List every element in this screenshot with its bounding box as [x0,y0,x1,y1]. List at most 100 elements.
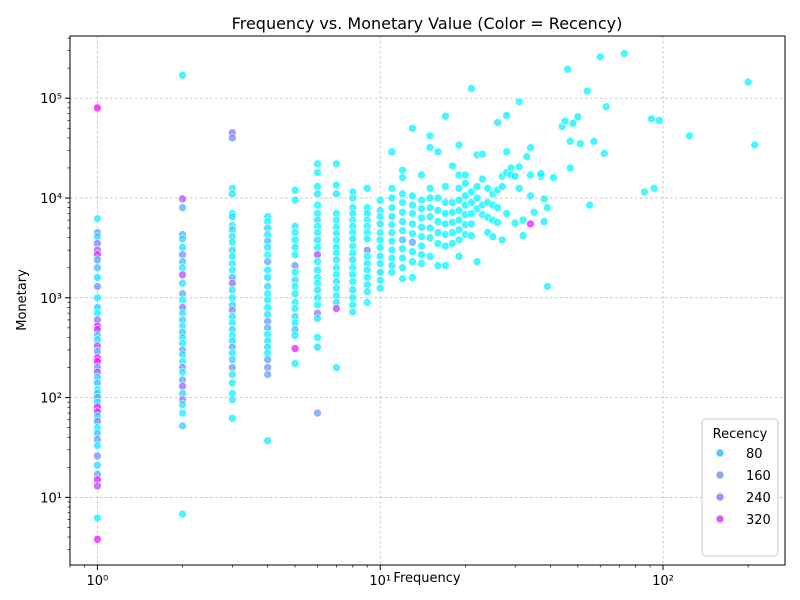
data-point [573,112,583,122]
data-point [178,408,187,418]
data-point [362,298,372,307]
data-point [526,143,535,152]
data-point [454,225,464,235]
data-point [313,285,322,295]
data-point [408,191,417,201]
data-point [387,245,397,255]
data-point [417,170,426,180]
data-point [478,149,487,159]
data-point [375,252,385,261]
data-point [425,233,435,242]
data-point [510,171,520,181]
x-tick-label: 10¹ [369,574,391,589]
data-point [313,168,322,177]
data-point [228,355,237,364]
data-point [417,241,426,251]
data-point [408,257,417,266]
data-point [348,285,358,295]
data-point [178,295,187,305]
data-point [425,223,435,233]
data-point [332,180,341,190]
plot-frame [69,35,786,566]
data-point [93,273,102,282]
data-point [522,152,532,161]
data-point [433,228,443,237]
data-point [290,282,300,291]
data-point [417,204,426,214]
chart-title: Frequency vs. Monetary Value (Color = Re… [232,14,623,33]
data-point [348,300,358,310]
legend-marker [715,492,725,502]
data-point [387,228,397,237]
legend-marker [715,448,725,458]
data-point [313,314,322,323]
data-point [441,230,450,239]
data-point [178,381,187,391]
data-point [685,131,694,141]
data-point [313,228,322,237]
data-point [387,184,397,193]
data-point [425,193,435,203]
data-point [263,257,272,266]
data-point [497,235,507,245]
data-point [348,307,358,317]
data-point [467,198,476,207]
data-point [313,408,322,418]
data-point [408,247,417,256]
data-point [332,159,341,169]
data-point [263,370,272,379]
data-point [290,235,300,245]
data-point [454,195,464,205]
data-point [387,212,397,221]
data-point [398,189,407,199]
data-point [417,250,426,260]
data-point [228,133,237,143]
y-axis-ticks: 10¹ 10² 10³ 10⁴ 10⁵ [40,37,70,550]
data-point [467,209,476,218]
data-point [387,267,397,277]
data-point [514,184,524,193]
data-point [228,237,237,247]
data-point [290,359,300,368]
data-point [387,236,397,246]
data-point [93,255,102,265]
data-point [313,200,322,210]
data-point [472,257,482,266]
legend-label: 320 [746,513,771,528]
data-point [387,147,397,157]
data-point [362,273,372,282]
data-point [565,136,575,146]
y-tick-label: 10¹ [40,491,62,506]
data-point [514,97,524,107]
data-point [433,206,443,215]
x-tick-label: 10⁰ [87,574,109,589]
data-point [433,261,443,270]
data-point [472,182,482,191]
data-point [467,84,476,93]
data-point [454,184,464,193]
data-point [93,513,102,523]
data-point [483,184,493,193]
data-point [536,169,546,179]
data-point [441,219,450,229]
data-point [467,187,476,197]
legend-marker [715,470,725,480]
data-point [263,282,272,291]
data-point [93,214,102,223]
data-point [478,174,487,184]
data-point [313,159,322,169]
data-point [398,207,407,217]
data-point [493,203,502,212]
data-point [348,241,358,251]
data-point [93,481,102,491]
data-point [228,395,237,405]
data-point [375,267,385,277]
data-point [93,534,102,544]
data-point [599,149,609,158]
data-point [263,265,272,275]
data-point [398,263,407,273]
data-point [560,116,570,126]
data-point [425,203,435,212]
y-axis-title: Monetary [15,269,30,331]
data-point [263,436,272,445]
